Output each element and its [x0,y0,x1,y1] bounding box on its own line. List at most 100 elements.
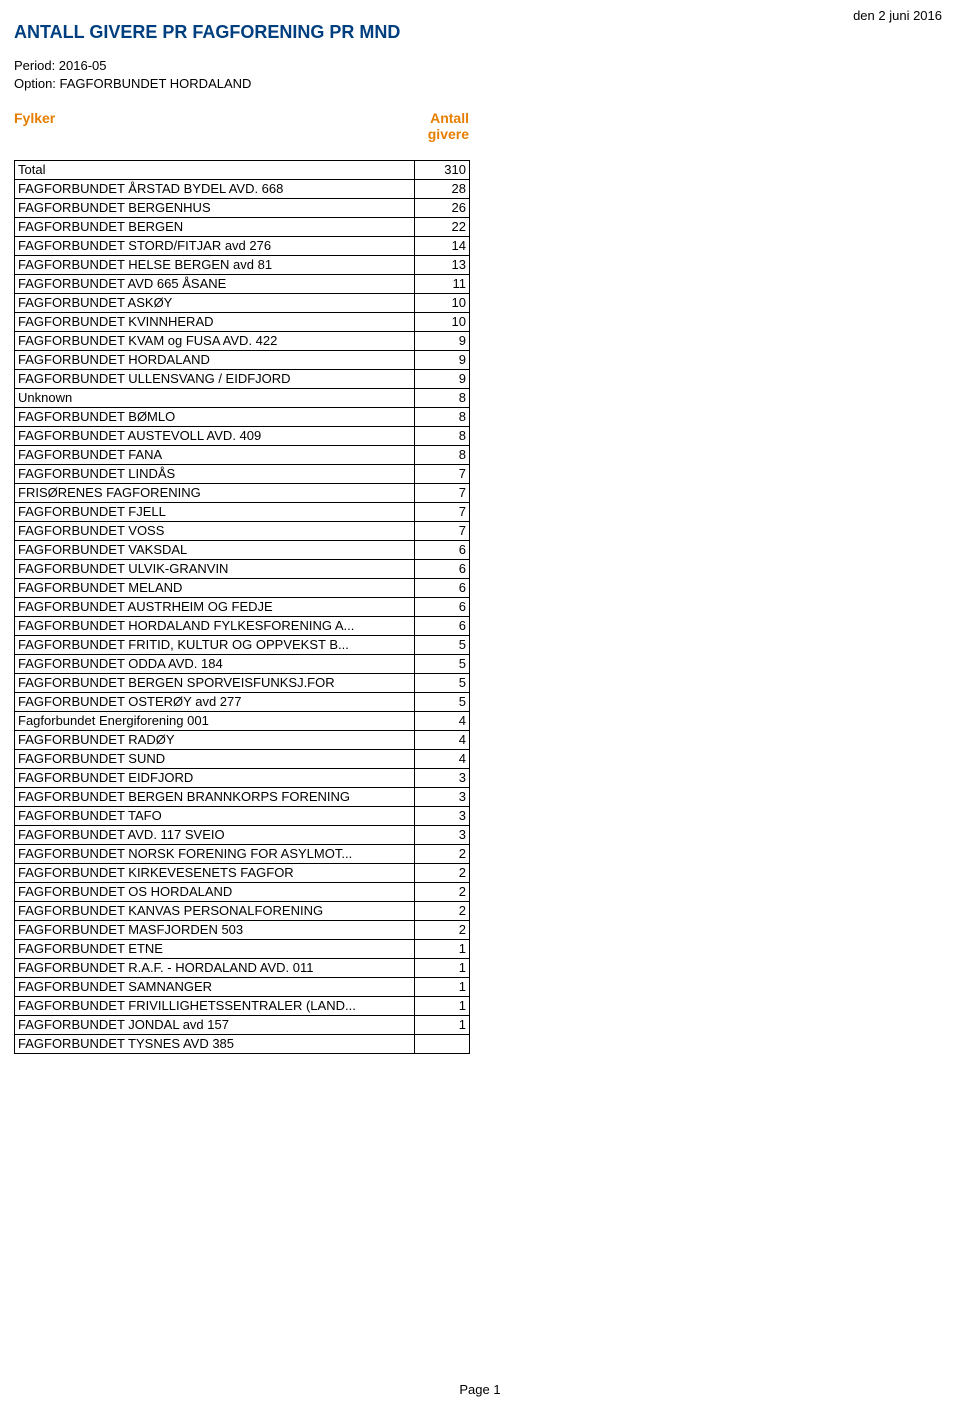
table-row: FAGFORBUNDET BERGENHUS26 [15,199,470,218]
row-value: 1 [415,940,470,959]
table-row: FAGFORBUNDET KANVAS PERSONALFORENING2 [15,902,470,921]
row-label: FAGFORBUNDET HELSE BERGEN avd 81 [15,256,415,275]
row-label: FAGFORBUNDET ODDA AVD. 184 [15,655,415,674]
table-row: FAGFORBUNDET ULLENSVANG / EIDFJORD9 [15,370,470,389]
row-value: 10 [415,313,470,332]
table-row: FAGFORBUNDET VAKSDAL6 [15,541,470,560]
report-title: ANTALL GIVERE PR FAGFORENING PR MND [14,22,946,43]
row-value: 4 [415,750,470,769]
table-row: FAGFORBUNDET OSTERØY avd 2775 [15,693,470,712]
table-row: FAGFORBUNDET LINDÅS7 [15,465,470,484]
row-label: FAGFORBUNDET SAMNANGER [15,978,415,997]
row-value: 13 [415,256,470,275]
table-row: Total310 [15,161,470,180]
row-label: FAGFORBUNDET BERGEN SPORVEISFUNKSJ.FOR [15,674,415,693]
row-label: FAGFORBUNDET HORDALAND FYLKESFORENING A.… [15,617,415,636]
row-value: 9 [415,370,470,389]
row-label: Total [15,161,415,180]
table-row: FAGFORBUNDET OS HORDALAND2 [15,883,470,902]
row-value: 7 [415,465,470,484]
row-value: 5 [415,655,470,674]
table-row: FAGFORBUNDET SUND4 [15,750,470,769]
row-value: 8 [415,427,470,446]
row-label: FRISØRENES FAGFORENING [15,484,415,503]
row-label: FAGFORBUNDET HORDALAND [15,351,415,370]
table-row: FAGFORBUNDET AVD. 117 SVEIO3 [15,826,470,845]
row-label: FAGFORBUNDET VOSS [15,522,415,541]
row-label: FAGFORBUNDET AUSTRHEIM OG FEDJE [15,598,415,617]
table-row: FAGFORBUNDET MELAND6 [15,579,470,598]
row-label: FAGFORBUNDET FRITID, KULTUR OG OPPVEKST … [15,636,415,655]
row-value: 6 [415,617,470,636]
row-label: FAGFORBUNDET R.A.F. - HORDALAND AVD. 011 [15,959,415,978]
row-label: FAGFORBUNDET ULVIK-GRANVIN [15,560,415,579]
row-value: 10 [415,294,470,313]
table-row: FAGFORBUNDET TAFO3 [15,807,470,826]
row-label: FAGFORBUNDET KANVAS PERSONALFORENING [15,902,415,921]
row-value: 6 [415,598,470,617]
row-label: FAGFORBUNDET LINDÅS [15,465,415,484]
row-label: FAGFORBUNDET FANA [15,446,415,465]
row-label: FAGFORBUNDET JONDAL avd 157 [15,1016,415,1035]
row-label: FAGFORBUNDET FJELL [15,503,415,522]
row-label: FAGFORBUNDET VAKSDAL [15,541,415,560]
row-value: 7 [415,484,470,503]
table-row: FAGFORBUNDET KVINNHERAD10 [15,313,470,332]
table-row: FAGFORBUNDET FRIVILLIGHETSSENTRALER (LAN… [15,997,470,1016]
row-label: FAGFORBUNDET KIRKEVESENETS FAGFOR [15,864,415,883]
row-value: 7 [415,522,470,541]
row-value: 7 [415,503,470,522]
table-row: Fagforbundet Energiforening 0014 [15,712,470,731]
table-row: FAGFORBUNDET ÅRSTAD BYDEL AVD. 66828 [15,180,470,199]
row-label: Fagforbundet Energiforening 001 [15,712,415,731]
table-row: FAGFORBUNDET VOSS7 [15,522,470,541]
period-line: Period: 2016-05 [14,57,946,75]
table-row: FAGFORBUNDET JONDAL avd 1571 [15,1016,470,1035]
table-row: FAGFORBUNDET FRITID, KULTUR OG OPPVEKST … [15,636,470,655]
table-row: FAGFORBUNDET MASFJORDEN 5032 [15,921,470,940]
row-value: 1 [415,959,470,978]
row-label: FAGFORBUNDET BERGEN [15,218,415,237]
row-value: 28 [415,180,470,199]
table-row: FAGFORBUNDET FJELL7 [15,503,470,522]
row-label: FAGFORBUNDET AVD 665 ÅSANE [15,275,415,294]
table-row: FAGFORBUNDET BERGEN SPORVEISFUNKSJ.FOR5 [15,674,470,693]
row-value: 3 [415,769,470,788]
row-label: FAGFORBUNDET ULLENSVANG / EIDFJORD [15,370,415,389]
row-value: 1 [415,997,470,1016]
table-row: FAGFORBUNDET AVD 665 ÅSANE11 [15,275,470,294]
row-label: FAGFORBUNDET OSTERØY avd 277 [15,693,415,712]
row-label: FAGFORBUNDET BERGENHUS [15,199,415,218]
row-value: 3 [415,807,470,826]
table-row: FAGFORBUNDET BERGEN22 [15,218,470,237]
row-value: 8 [415,446,470,465]
row-value [415,1035,470,1054]
row-value: 6 [415,541,470,560]
table-row: FAGFORBUNDET HELSE BERGEN avd 8113 [15,256,470,275]
row-label: FAGFORBUNDET MASFJORDEN 503 [15,921,415,940]
table-row: FAGFORBUNDET HORDALAND FYLKESFORENING A.… [15,617,470,636]
table-row: FAGFORBUNDET FANA8 [15,446,470,465]
row-value: 310 [415,161,470,180]
row-label: FAGFORBUNDET ÅRSTAD BYDEL AVD. 668 [15,180,415,199]
table-row: FAGFORBUNDET ULVIK-GRANVIN6 [15,560,470,579]
row-label: FAGFORBUNDET BERGEN BRANNKORPS FORENING [15,788,415,807]
row-value: 2 [415,845,470,864]
row-value: 1 [415,1016,470,1035]
row-value: 2 [415,902,470,921]
row-value: 14 [415,237,470,256]
row-label: FAGFORBUNDET TAFO [15,807,415,826]
row-value: 5 [415,674,470,693]
column-headers: Fylker Antall givere [14,110,469,142]
date-stamp: den 2 juni 2016 [853,8,942,23]
table-row: Unknown8 [15,389,470,408]
row-label: FAGFORBUNDET RADØY [15,731,415,750]
table-row: FRISØRENES FAGFORENING7 [15,484,470,503]
row-label: FAGFORBUNDET BØMLO [15,408,415,427]
row-value: 2 [415,921,470,940]
table-row: FAGFORBUNDET TYSNES AVD 385 [15,1035,470,1054]
option-line: Option: FAGFORBUNDET HORDALAND [14,75,946,93]
table-row: FAGFORBUNDET ODDA AVD. 1845 [15,655,470,674]
col-header-antall: Antall givere [414,110,469,142]
table-row: FAGFORBUNDET NORSK FORENING FOR ASYLMOT.… [15,845,470,864]
